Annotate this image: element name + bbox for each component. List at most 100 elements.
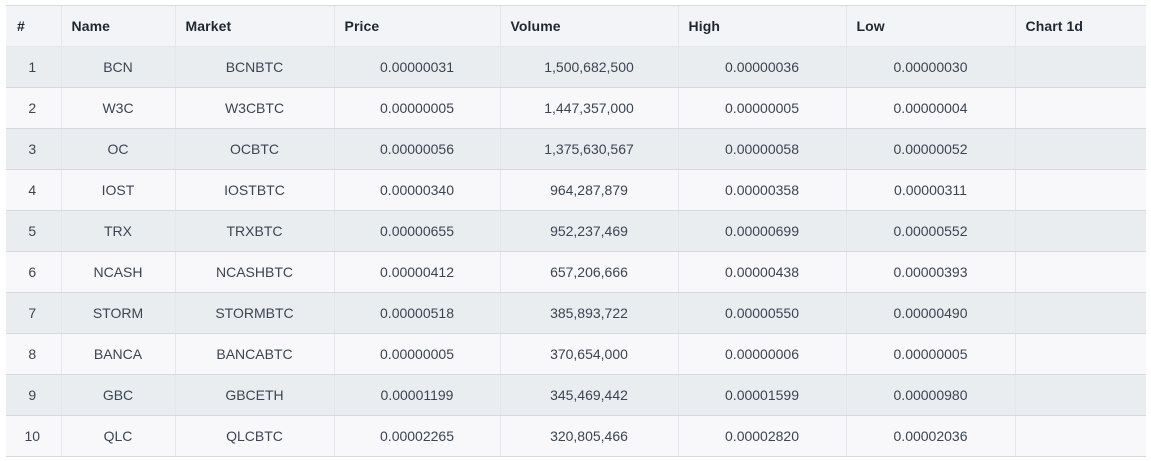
table-row[interactable]: 5 TRX TRXBTC 0.00000655 952,237,469 0.00… [6,210,1146,252]
cell-index: 6 [6,251,62,293]
cell-market: BCNBTC [175,46,335,88]
cell-high: 0.00001599 [678,374,847,416]
cell-name: GBC [61,374,176,416]
cell-low: 0.00000005 [846,333,1016,375]
cell-market: IOSTBTC [175,169,335,211]
cell-price: 0.00000056 [334,128,501,170]
cell-price: 0.00002265 [334,415,501,457]
cell-price: 0.00000518 [334,292,501,334]
cell-high: 0.00000036 [678,46,847,88]
cell-chart-1d [1015,87,1146,129]
cell-chart-1d [1015,210,1146,252]
market-table: # Name Market Price Volume High Low Char… [6,6,1146,457]
cell-index: 5 [6,210,62,252]
cell-low: 0.00000490 [846,292,1016,334]
market-table-container: # Name Market Price Volume High Low Char… [6,5,1146,459]
cell-market: NCASHBTC [175,251,335,293]
cell-index: 8 [6,333,62,375]
cell-chart-1d [1015,292,1146,334]
header-row: # Name Market Price Volume High Low Char… [6,6,1146,47]
table-header: # Name Market Price Volume High Low Char… [6,6,1146,47]
cell-chart-1d [1015,169,1146,211]
cell-name: BCN [61,46,176,88]
cell-volume: 1,500,682,500 [500,46,679,88]
cell-high: 0.00000005 [678,87,847,129]
cell-low: 0.00000980 [846,374,1016,416]
cell-low: 0.00000311 [846,169,1016,211]
cell-volume: 1,447,357,000 [500,87,679,129]
header-market[interactable]: Market [175,6,335,47]
cell-market: TRXBTC [175,210,335,252]
cell-chart-1d [1015,333,1146,375]
cell-high: 0.00000006 [678,333,847,375]
table-row[interactable]: 9 GBC GBCETH 0.00001199 345,469,442 0.00… [6,374,1146,416]
table-row[interactable]: 6 NCASH NCASHBTC 0.00000412 657,206,666 … [6,251,1146,293]
table-row[interactable]: 7 STORM STORMBTC 0.00000518 385,893,722 … [6,292,1146,334]
cell-volume: 385,893,722 [500,292,679,334]
cell-high: 0.00000058 [678,128,847,170]
cell-market: GBCETH [175,374,335,416]
cell-volume: 345,469,442 [500,374,679,416]
table-body: 1 BCN BCNBTC 0.00000031 1,500,682,500 0.… [6,46,1146,457]
cell-name: OC [61,128,176,170]
cell-volume: 1,375,630,567 [500,128,679,170]
cell-price: 0.00000005 [334,87,501,129]
header-price[interactable]: Price [334,6,501,47]
cell-index: 4 [6,169,62,211]
cell-market: STORMBTC [175,292,335,334]
cell-low: 0.00000393 [846,251,1016,293]
cell-index: 1 [6,46,62,88]
table-row[interactable]: 3 OC OCBTC 0.00000056 1,375,630,567 0.00… [6,128,1146,170]
cell-volume: 657,206,666 [500,251,679,293]
cell-chart-1d [1015,46,1146,88]
header-volume[interactable]: Volume [500,6,679,47]
cell-index: 2 [6,87,62,129]
table-row[interactable]: 1 BCN BCNBTC 0.00000031 1,500,682,500 0.… [6,46,1146,88]
cell-name: TRX [61,210,176,252]
cell-high: 0.00000358 [678,169,847,211]
header-name[interactable]: Name [61,6,176,47]
cell-index: 9 [6,374,62,416]
cell-price: 0.00000340 [334,169,501,211]
cell-name: W3C [61,87,176,129]
cell-market: OCBTC [175,128,335,170]
cell-market: BANCABTC [175,333,335,375]
table-row[interactable]: 8 BANCA BANCABTC 0.00000005 370,654,000 … [6,333,1146,375]
cell-low: 0.00000004 [846,87,1016,129]
cell-volume: 952,237,469 [500,210,679,252]
header-low[interactable]: Low [846,6,1016,47]
cell-chart-1d [1015,374,1146,416]
header-high[interactable]: High [678,6,847,47]
cell-low: 0.00000052 [846,128,1016,170]
cell-price: 0.00000031 [334,46,501,88]
cell-chart-1d [1015,128,1146,170]
cell-low: 0.00002036 [846,415,1016,457]
header-index[interactable]: # [6,6,62,47]
cell-price: 0.00001199 [334,374,501,416]
cell-volume: 370,654,000 [500,333,679,375]
cell-index: 3 [6,128,62,170]
cell-name: NCASH [61,251,176,293]
cell-index: 7 [6,292,62,334]
cell-high: 0.00000699 [678,210,847,252]
cell-price: 0.00000655 [334,210,501,252]
cell-high: 0.00000438 [678,251,847,293]
cell-price: 0.00000412 [334,251,501,293]
cell-market: QLCBTC [175,415,335,457]
cell-chart-1d [1015,415,1146,457]
table-row[interactable]: 4 IOST IOSTBTC 0.00000340 964,287,879 0.… [6,169,1146,211]
cell-name: QLC [61,415,176,457]
cell-high: 0.00000550 [678,292,847,334]
cell-low: 0.00000552 [846,210,1016,252]
cell-name: STORM [61,292,176,334]
cell-name: IOST [61,169,176,211]
table-row[interactable]: 2 W3C W3CBTC 0.00000005 1,447,357,000 0.… [6,87,1146,129]
table-row[interactable]: 10 QLC QLCBTC 0.00002265 320,805,466 0.0… [6,415,1146,457]
cell-volume: 964,287,879 [500,169,679,211]
cell-price: 0.00000005 [334,333,501,375]
cell-index: 10 [6,415,62,457]
cell-low: 0.00000030 [846,46,1016,88]
cell-chart-1d [1015,251,1146,293]
header-chart-1d[interactable]: Chart 1d [1015,6,1146,47]
cell-high: 0.00002820 [678,415,847,457]
